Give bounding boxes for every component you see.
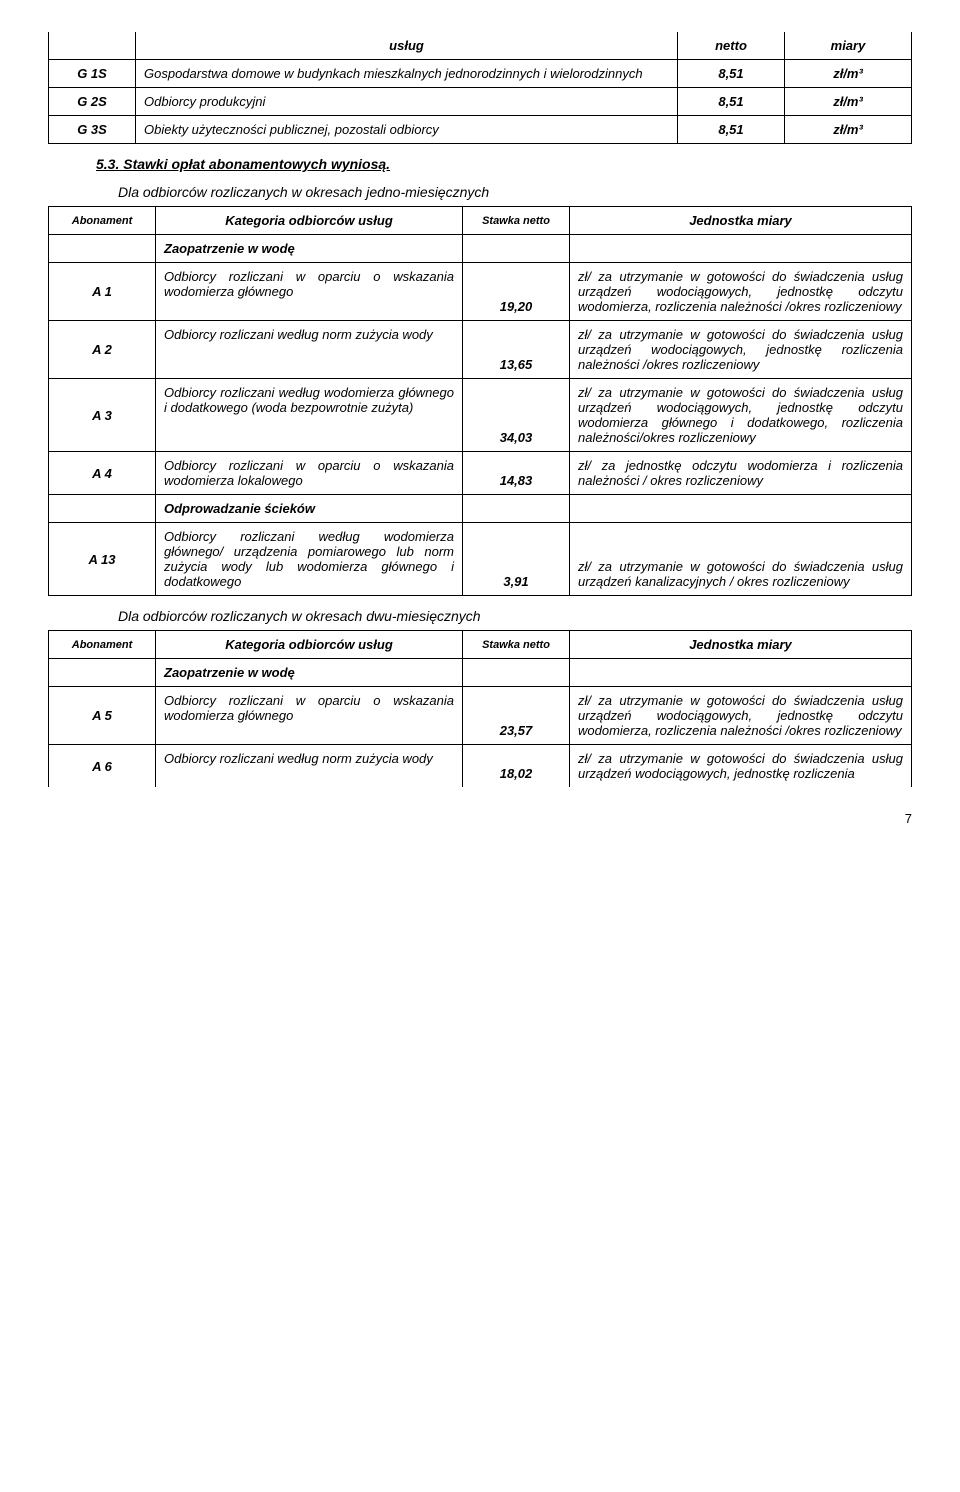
table-monthly: Abonament Kategoria odbiorców usług Staw… — [48, 206, 912, 596]
table-row: A 2 Odbiorcy rozliczani według norm zuży… — [49, 321, 912, 379]
cell-code: A 6 — [49, 745, 156, 788]
table-row: G 3S Obiekty użyteczności publicznej, po… — [49, 116, 912, 144]
hdr-stawka: Stawka netto — [463, 207, 570, 235]
subheading-bimonthly: Dla odbiorców rozliczanych w okresach dw… — [118, 608, 912, 624]
cell-cat: Odbiorcy rozliczani według wodomierza gł… — [156, 379, 463, 452]
cell-unit: zł/ za utrzymanie w gotowości do świadcz… — [570, 321, 912, 379]
table-row: A 1 Odbiorcy rozliczani w oparciu o wska… — [49, 263, 912, 321]
hdr-netto: netto — [678, 32, 785, 60]
hdr-kat: Kategoria odbiorców usług — [156, 631, 463, 659]
hdr-miary: miary — [785, 32, 912, 60]
cell-unit: zł/m³ — [785, 60, 912, 88]
cell-empty — [49, 32, 136, 60]
cell-empty — [49, 495, 156, 523]
cell-val: 14,83 — [463, 452, 570, 495]
cell-unit: zł/ za utrzymanie w gotowości do świadcz… — [570, 263, 912, 321]
page-number: 7 — [48, 811, 912, 826]
cell-code: A 1 — [49, 263, 156, 321]
subhead-odpr: Odprowadzanie ścieków — [156, 495, 463, 523]
table-row: Abonament Kategoria odbiorców usług Staw… — [49, 207, 912, 235]
cell-val: 8,51 — [678, 60, 785, 88]
hdr-uslug: usług — [136, 32, 678, 60]
cell-code: G 1S — [49, 60, 136, 88]
cell-val: 13,65 — [463, 321, 570, 379]
cell-unit: zł/ za utrzymanie w gotowości do świadcz… — [570, 687, 912, 745]
cell-val: 3,91 — [463, 523, 570, 596]
cell-code: A 4 — [49, 452, 156, 495]
subhead-zaop: Zaopatrzenie w wodę — [156, 235, 463, 263]
cell-desc: Gospodarstwa domowe w budynkach mieszkal… — [136, 60, 678, 88]
hdr-stawka: Stawka netto — [463, 631, 570, 659]
hdr-jedn: Jednostka miary — [570, 631, 912, 659]
cell-cat: Odbiorcy rozliczani w oparciu o wskazani… — [156, 452, 463, 495]
cell-empty — [49, 659, 156, 687]
cell-val: 8,51 — [678, 88, 785, 116]
table-row: Zaopatrzenie w wodę — [49, 659, 912, 687]
section-5-3: 5.3. Stawki opłat abonamentowych wyniosą… — [96, 156, 912, 172]
cell-code: G 2S — [49, 88, 136, 116]
cell-cat: Odbiorcy rozliczani w oparciu o wskazani… — [156, 263, 463, 321]
hdr-abon: Abonament — [49, 207, 156, 235]
table-top: usług netto miary G 1S Gospodarstwa domo… — [48, 32, 912, 144]
cell-cat: Odbiorcy rozliczani według norm zużycia … — [156, 745, 463, 788]
subheading-monthly: Dla odbiorców rozliczanych w okresach je… — [118, 184, 912, 200]
cell-val: 34,03 — [463, 379, 570, 452]
cell-code: A 13 — [49, 523, 156, 596]
cell-empty — [463, 495, 570, 523]
hdr-jedn: Jednostka miary — [570, 207, 912, 235]
hdr-abon: Abonament — [49, 631, 156, 659]
cell-cat: Odbiorcy rozliczani według wodomierza gł… — [156, 523, 463, 596]
table-row: A 6 Odbiorcy rozliczani według norm zuży… — [49, 745, 912, 788]
cell-unit: zł/m³ — [785, 116, 912, 144]
cell-val: 8,51 — [678, 116, 785, 144]
cell-empty — [570, 495, 912, 523]
table-row: A 5 Odbiorcy rozliczani w oparciu o wska… — [49, 687, 912, 745]
cell-desc: Odbiorcy produkcyjni — [136, 88, 678, 116]
cell-unit: zł/ za jednostkę odczytu wodomierza i ro… — [570, 452, 912, 495]
cell-code: A 3 — [49, 379, 156, 452]
table-row: G 1S Gospodarstwa domowe w budynkach mie… — [49, 60, 912, 88]
table-row: A 3 Odbiorcy rozliczani według wodomierz… — [49, 379, 912, 452]
cell-val: 19,20 — [463, 263, 570, 321]
table-row: A 4 Odbiorcy rozliczani w oparciu o wska… — [49, 452, 912, 495]
subhead-zaop: Zaopatrzenie w wodę — [156, 659, 463, 687]
table-bimonthly: Abonament Kategoria odbiorców usług Staw… — [48, 630, 912, 787]
table-row: usług netto miary — [49, 32, 912, 60]
table-row: Abonament Kategoria odbiorców usług Staw… — [49, 631, 912, 659]
table-row: G 2S Odbiorcy produkcyjni 8,51 zł/m³ — [49, 88, 912, 116]
cell-empty — [570, 659, 912, 687]
cell-empty — [463, 659, 570, 687]
cell-val: 23,57 — [463, 687, 570, 745]
cell-code: A 5 — [49, 687, 156, 745]
cell-cat: Odbiorcy rozliczani w oparciu o wskazani… — [156, 687, 463, 745]
cell-empty — [49, 235, 156, 263]
cell-unit: zł/ za utrzymanie w gotowości do świadcz… — [570, 523, 912, 596]
cell-unit: zł/ za utrzymanie w gotowości do świadcz… — [570, 379, 912, 452]
table-row: Odprowadzanie ścieków — [49, 495, 912, 523]
cell-empty — [570, 235, 912, 263]
cell-code: G 3S — [49, 116, 136, 144]
hdr-kat: Kategoria odbiorców usług — [156, 207, 463, 235]
table-row: A 13 Odbiorcy rozliczani według wodomier… — [49, 523, 912, 596]
cell-val: 18,02 — [463, 745, 570, 788]
cell-cat: Odbiorcy rozliczani według norm zużycia … — [156, 321, 463, 379]
cell-desc: Obiekty użyteczności publicznej, pozosta… — [136, 116, 678, 144]
cell-empty — [463, 235, 570, 263]
cell-unit: zł/ za utrzymanie w gotowości do świadcz… — [570, 745, 912, 788]
cell-code: A 2 — [49, 321, 156, 379]
table-row: Zaopatrzenie w wodę — [49, 235, 912, 263]
cell-unit: zł/m³ — [785, 88, 912, 116]
